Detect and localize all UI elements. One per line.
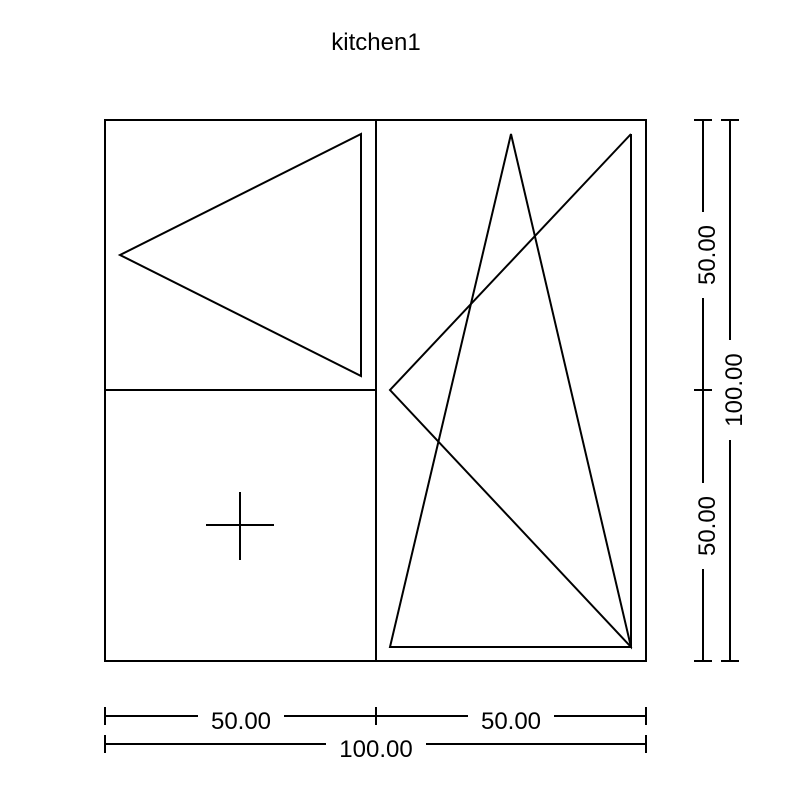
bottom-left-fixed-symbol <box>206 492 274 560</box>
bottom-dimension-row-1: 50.00 50.00 <box>104 707 647 735</box>
top-left-opening-symbol <box>117 132 362 378</box>
right-bottom-height-label: 50.00 <box>694 496 721 556</box>
right-tilt-symbol <box>388 133 633 648</box>
right-turn-symbol <box>388 133 632 650</box>
bottom-right-width-label: 50.00 <box>481 708 541 735</box>
right-total-height-label: 100.00 <box>721 353 748 426</box>
drawing-title: kitchen1 <box>331 29 420 56</box>
bottom-total-width-label: 100.00 <box>339 736 412 763</box>
right-dimension-column-1: 50.00 50.00 <box>694 119 721 662</box>
right-dimension-column-2: 100.00 <box>721 119 748 662</box>
right-top-height-label: 50.00 <box>694 225 721 285</box>
bottom-dimension-row-2: 100.00 <box>104 735 647 763</box>
bottom-left-width-label: 50.00 <box>211 708 271 735</box>
